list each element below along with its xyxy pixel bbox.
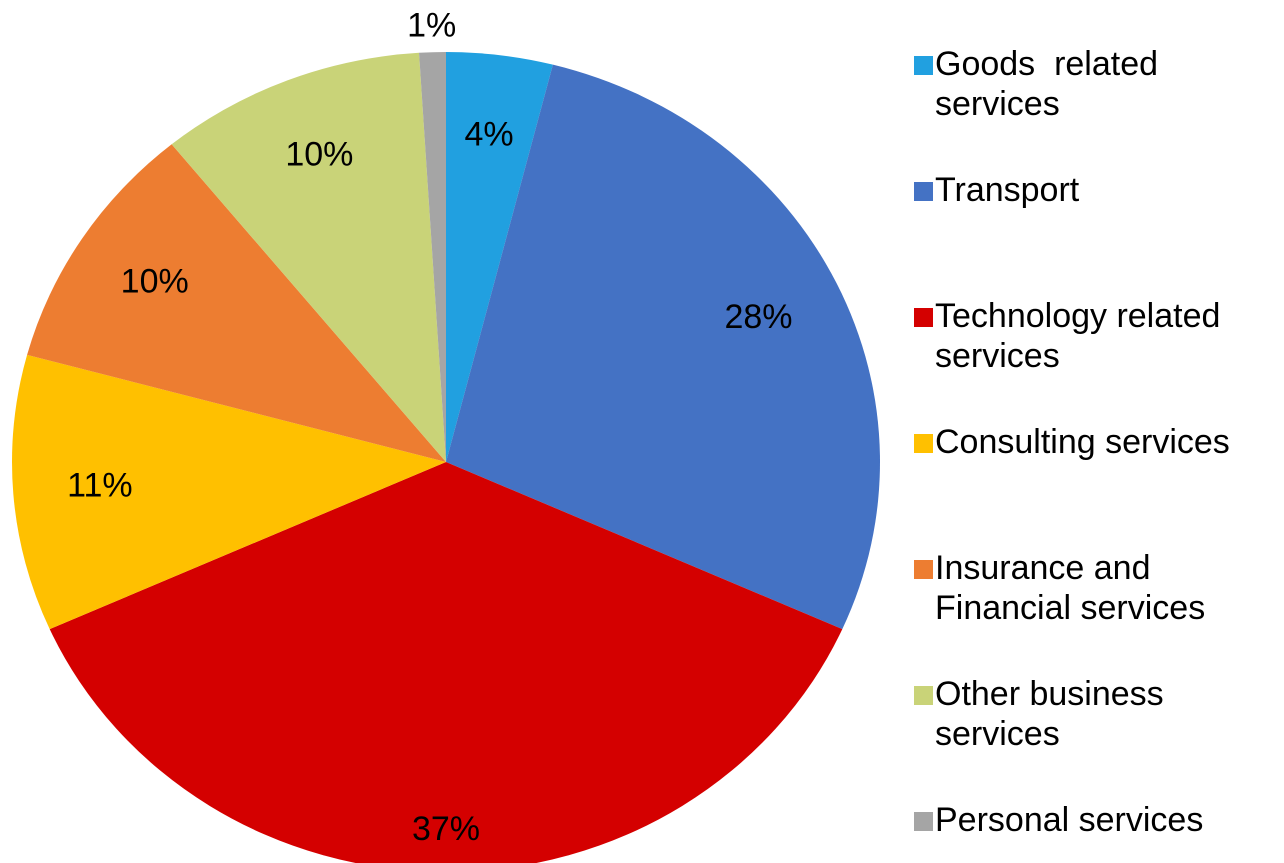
pie-slice — [49, 462, 843, 863]
data-label: 10% — [285, 136, 353, 174]
legend-swatch — [914, 812, 933, 831]
legend-swatch — [914, 686, 933, 705]
pie-slice — [419, 52, 446, 462]
data-label: 37% — [412, 810, 480, 848]
legend-label: Personal services — [935, 801, 1204, 839]
legend-label: Insurance and Financial services — [935, 549, 1206, 627]
pie-slice — [171, 52, 447, 463]
data-label: 11% — [67, 466, 133, 504]
legend-label: Other business services — [935, 675, 1174, 753]
legend-label: Transport — [935, 171, 1080, 209]
legend-swatch — [914, 56, 933, 75]
legend-label: Consulting services — [935, 423, 1230, 461]
data-label: 28% — [724, 298, 792, 336]
pie-slice — [446, 64, 880, 630]
legend-swatch — [914, 308, 933, 327]
pie-slice — [11, 354, 446, 630]
legend-swatch — [914, 434, 933, 453]
data-label: 1% — [407, 7, 456, 45]
legend-swatch — [914, 182, 933, 201]
data-label: 10% — [121, 262, 189, 300]
pie-slice — [446, 52, 553, 462]
legend-swatch — [914, 560, 933, 579]
pie-slice — [27, 144, 447, 462]
data-label: 4% — [465, 116, 514, 154]
legend-label: Technology related services — [935, 297, 1230, 375]
legend-label: Goods related services — [935, 45, 1168, 123]
